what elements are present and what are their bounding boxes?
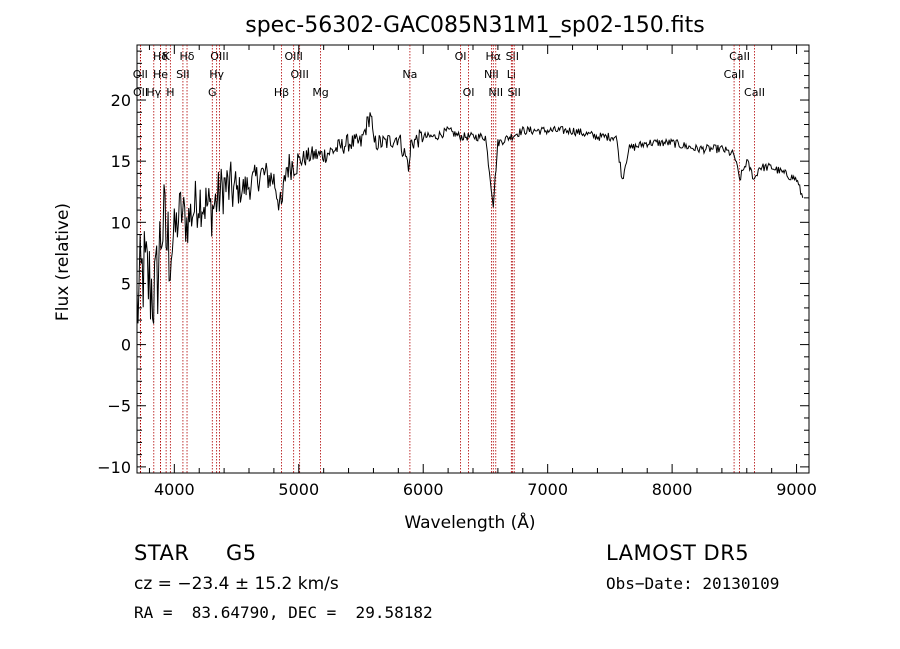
- emission-line-label: OII: [133, 86, 148, 99]
- emission-line-label: G: [208, 86, 217, 99]
- x-axis-label: Wavelength (Å): [404, 511, 535, 533]
- axis-ticks: 4000 5000 6000 7000 8000 9000 −10 −5 0 5 10 15 20: [97, 45, 817, 499]
- y-tick-label: 0: [121, 336, 131, 355]
- y-axis-label: Flux (relative): [53, 203, 73, 321]
- y-tick-label: 20: [111, 91, 131, 110]
- emission-line-label: OII: [133, 68, 148, 81]
- survey-name: LAMOST DR5: [606, 541, 750, 565]
- redshift-velocity: cz = −23.4 ± 15.2 km/s: [134, 574, 339, 594]
- emission-line-label: SII: [176, 68, 189, 81]
- y-tick-label: −5: [107, 397, 131, 416]
- emission-line-label: CaII: [729, 50, 750, 63]
- emission-line-label: OI: [455, 50, 467, 63]
- emission-line-label: Mg: [312, 86, 328, 99]
- spectrum-line: [136, 112, 804, 324]
- x-tick-label: 4000: [154, 480, 195, 499]
- emission-line-label: Li: [507, 68, 516, 81]
- x-tick-label: 7000: [527, 480, 568, 499]
- emission-line-label: OIII: [210, 50, 228, 63]
- x-tick-label: 5000: [278, 480, 319, 499]
- emission-line-label: H: [166, 86, 174, 99]
- x-tick-label: 8000: [652, 480, 693, 499]
- emission-line-label: CaII: [744, 86, 765, 99]
- y-tick-label: 15: [111, 152, 131, 171]
- emission-line-label: Hα: [486, 50, 502, 63]
- emission-line-label: K: [163, 50, 171, 63]
- emission-line-label: SII: [506, 50, 519, 63]
- emission-line-label: Hβ: [274, 86, 289, 99]
- x-tick-label: 9000: [776, 480, 817, 499]
- y-tick-label: 10: [111, 213, 131, 232]
- emission-line-label: NII: [484, 68, 499, 81]
- object-subclass: G5: [226, 541, 257, 565]
- y-tick-label: −10: [97, 458, 131, 477]
- emission-line-label: NII: [488, 86, 503, 99]
- emission-line-label: CaII: [724, 68, 745, 81]
- emission-line-label: Hγ: [146, 86, 161, 99]
- coordinates: RA = 83.64790, DEC = 29.58182: [134, 603, 433, 622]
- observation-date: Obs−Date: 20130109: [606, 574, 780, 593]
- emission-line-label: Hδ: [180, 50, 195, 63]
- emission-line-label: Hδ: [153, 50, 168, 63]
- emission-line-label: Hγ: [209, 68, 224, 81]
- spectrum-series: [136, 112, 804, 324]
- emission-line-label: Na: [402, 68, 417, 81]
- emission-line-label: He: [153, 68, 168, 81]
- emission-line-label: SII: [507, 86, 520, 99]
- x-tick-label: 6000: [403, 480, 444, 499]
- emission-line-label: OI: [463, 86, 475, 99]
- chart-title: spec-56302-GAC085N31M1_sp02-150.fits: [245, 13, 705, 38]
- emission-line-label: OIII: [284, 50, 302, 63]
- object-class: STAR: [134, 541, 190, 565]
- emission-line-label: OIII: [290, 68, 308, 81]
- y-tick-label: 5: [121, 274, 131, 293]
- plot-frame: [136, 44, 810, 474]
